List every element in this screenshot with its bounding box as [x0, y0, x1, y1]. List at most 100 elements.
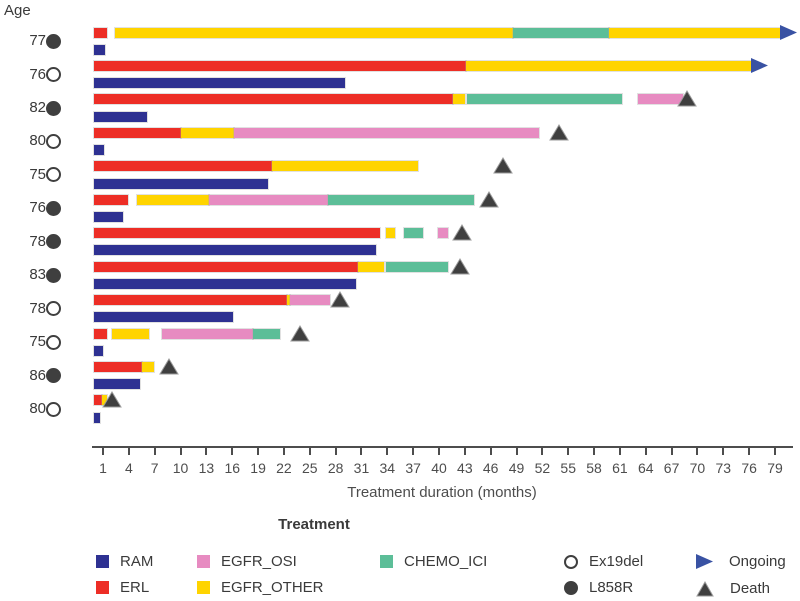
x-axis-tick — [748, 448, 751, 455]
x-axis-tick-label: 61 — [612, 460, 628, 476]
legend-title: Treatment — [278, 516, 350, 533]
l858r-filled-circle-icon — [564, 581, 578, 595]
treatment-segment-egfr_osi — [438, 228, 448, 239]
treatment-segment-egfr_other — [141, 362, 154, 372]
x-axis-tick — [438, 448, 440, 455]
x-axis-tick — [282, 448, 285, 455]
x-axis-tick-label: 1 — [99, 460, 107, 476]
x-axis-tick-label: 79 — [767, 460, 783, 476]
x-axis-tick-label: 22 — [276, 460, 292, 476]
patient-age-label: 78 — [29, 232, 46, 250]
x-axis-tick — [489, 448, 492, 455]
x-axis-tick — [334, 448, 337, 455]
legend-swatch-egfr_osi-icon — [197, 555, 210, 568]
treatment-segment-egfr_other — [465, 60, 752, 71]
treatment-segment-egfr_other — [271, 161, 419, 172]
legend-label: Death — [730, 580, 771, 597]
x-axis-line — [92, 446, 793, 448]
patient-age-label: 77 — [29, 32, 46, 50]
patient-age-label: 78 — [29, 299, 46, 317]
treatment-segment-egfr_other — [608, 27, 781, 38]
l858r-filled-circle-icon — [45, 200, 61, 216]
x-axis-tick-label: 43 — [457, 460, 473, 476]
x-axis-tick-label: 37 — [405, 460, 421, 476]
x-axis-tick-label: 49 — [508, 460, 525, 476]
x-axis-tick — [696, 448, 699, 455]
treatment-segment-ram — [94, 245, 377, 256]
ongoing-arrow-icon — [696, 554, 713, 569]
x-axis-tick-label: 40 — [431, 460, 447, 476]
patient-age-label: 75 — [29, 333, 46, 351]
legend-label: Ex19del — [589, 553, 644, 570]
treatment-segment-erl — [94, 27, 108, 38]
treatment-segment-ram — [94, 345, 103, 356]
treatment-segment-erl — [94, 395, 103, 406]
treatment-segment-egfr_osi — [161, 328, 253, 339]
patient-age-label: 76 — [29, 199, 46, 217]
legend-label: RAM — [120, 553, 154, 570]
treatment-segment-egfr_osi — [233, 127, 539, 138]
treatment-segment-ram — [94, 312, 234, 323]
x-axis-tick-label: 28 — [327, 460, 344, 476]
patient-age-label: 75 — [29, 165, 46, 183]
x-axis-tick — [644, 448, 647, 455]
treatment-segment-ram — [94, 379, 141, 390]
treatment-segment-ram — [94, 211, 123, 222]
treatment-segment-chemo_ici — [403, 228, 423, 239]
x-axis-tick-label: 64 — [637, 460, 654, 476]
patient-age-label: 86 — [29, 366, 46, 384]
x-axis-tick — [463, 448, 466, 455]
treatment-segment-erl — [94, 261, 358, 272]
treatment-segment-egfr_osi — [289, 295, 330, 306]
legend-label: EGFR_OSI — [221, 553, 297, 570]
treatment-segment-erl — [94, 228, 380, 239]
x-axis-tick-label: 16 — [224, 460, 241, 476]
x-axis-tick — [593, 448, 596, 455]
death-triangle-icon — [548, 123, 569, 141]
patient-age-label: 80 — [29, 132, 46, 150]
death-triangle-icon — [677, 90, 697, 107]
ex19del-open-circle-icon — [45, 301, 61, 317]
treatment-segment-egfr_other — [102, 395, 108, 406]
treatment-segment-chemo_ici — [252, 328, 280, 339]
treatment-segment-egfr_osi — [638, 94, 683, 105]
x-axis-tick-label: 34 — [379, 460, 396, 476]
x-axis-tick-label: 7 — [150, 460, 159, 476]
death-triangle-icon — [159, 358, 180, 375]
x-axis-tick — [360, 448, 363, 455]
l858r-filled-circle-icon — [45, 100, 61, 116]
ex19del-open-circle-icon — [564, 555, 578, 569]
death-triangle-icon — [492, 157, 513, 174]
x-axis-tick — [773, 448, 776, 455]
treatment-segment-egfr_other — [385, 228, 396, 239]
l858r-filled-circle-icon — [45, 234, 61, 250]
treatment-segment-erl — [94, 161, 272, 172]
treatment-segment-erl — [94, 94, 453, 105]
ex19del-open-circle-icon — [45, 401, 61, 417]
treatment-segment-chemo_ici — [466, 94, 623, 105]
x-axis-tick-label: 25 — [301, 460, 318, 476]
treatment-segment-egfr_other — [180, 127, 234, 138]
treatment-segment-ram — [94, 111, 147, 122]
treatment-segment-ram — [94, 412, 101, 423]
x-axis-tick — [127, 448, 130, 455]
x-axis-tick-label: 31 — [353, 460, 370, 476]
patient-age-label: 80 — [29, 400, 46, 418]
treatment-segment-chemo_ici — [385, 261, 448, 272]
death-triangle-icon — [101, 391, 122, 408]
ex19del-open-circle-icon — [45, 167, 61, 183]
death-triangle-icon — [330, 291, 350, 308]
x-axis-tick-label: 73 — [715, 460, 732, 476]
death-triangle-icon — [452, 224, 473, 241]
l858r-filled-circle-icon — [45, 33, 61, 49]
treatment-segment-erl — [94, 295, 288, 306]
legend-label: CHEMO_ICI — [404, 553, 488, 570]
treatment-segment-ram — [94, 178, 268, 189]
treatment-segment-ram — [94, 145, 104, 156]
treatment-segment-egfr_other — [287, 295, 290, 306]
x-axis-tick-label: 58 — [586, 460, 602, 476]
x-axis-tick — [153, 448, 156, 455]
treatment-segment-egfr_other — [358, 261, 384, 272]
ongoing-arrow-icon — [780, 24, 797, 40]
ex19del-open-circle-icon — [45, 334, 61, 350]
